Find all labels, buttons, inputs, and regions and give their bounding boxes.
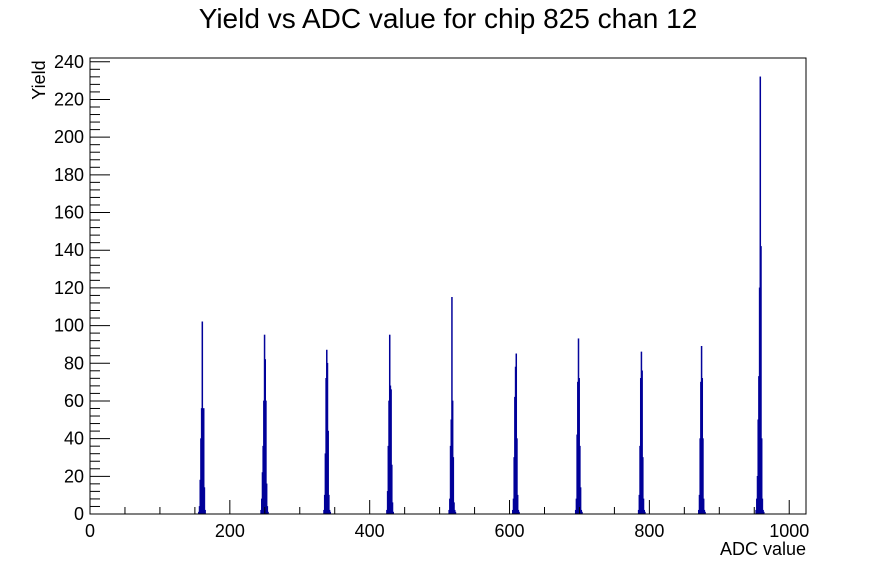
histogram-bar [204,509,206,515]
y-axis-tick-label: 60 [64,391,84,411]
x-axis-label: ADC value [720,539,806,559]
y-axis-tick-label: 20 [64,466,84,486]
x-axis-tick-label: 200 [215,521,245,541]
y-axis-tick-label: 180 [54,165,84,185]
x-axis-tick-label: 0 [85,521,95,541]
y-axis-tick-label: 240 [54,52,84,72]
y-axis-tick-label: 120 [54,278,84,298]
histogram-bars [198,76,765,515]
x-axis-tick-label: 1000 [769,521,809,541]
axes: 0 200 400 600 800 1000 0 20 40 60 80 100 120 140 160 18… [54,52,809,541]
y-axis-tick-label: 80 [64,353,84,373]
x-axis-tick-label: 800 [634,521,664,541]
chart-title: Yield vs ADC value for chip 825 chan 12 [199,3,698,34]
x-axis-tick-label: 600 [495,521,525,541]
y-axis-tick-label: 0 [74,504,84,524]
y-axis-tick-label: 100 [54,316,84,336]
y-axis-tick-label: 140 [54,240,84,260]
y-axis-tick-label: 160 [54,203,84,223]
plot-frame [89,57,807,515]
y-axis-tick-label: 220 [54,89,84,109]
y-axis-tick-label: 200 [54,127,84,147]
y-axis-tick-label: 40 [64,429,84,449]
x-axis-tick-label: 400 [355,521,385,541]
y-axis-label: Yield [29,60,49,99]
